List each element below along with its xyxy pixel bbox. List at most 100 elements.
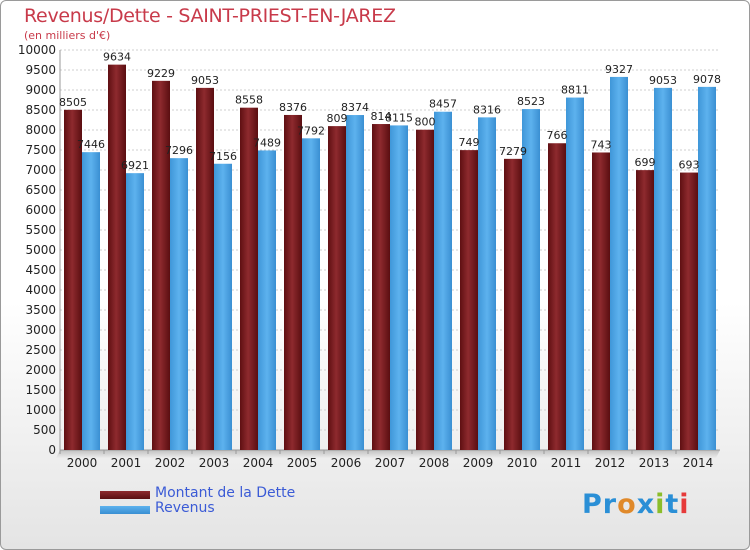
- legend-swatch-revenue: [100, 506, 150, 514]
- y-tick-label: 3000: [25, 323, 56, 337]
- data-label-revenue: 9327: [605, 63, 633, 76]
- bar-debt: [636, 170, 654, 450]
- bar-revenue: [698, 86, 716, 450]
- data-label-debt: 743: [591, 138, 612, 151]
- x-tick-label: 2003: [199, 456, 230, 470]
- data-label-revenue: 7489: [253, 136, 281, 149]
- data-label-revenue: 8115: [385, 111, 413, 124]
- x-tick-label: 2002: [155, 456, 186, 470]
- legend-label-revenue: Revenus: [155, 500, 215, 516]
- bar-revenue: [522, 109, 540, 450]
- y-tick-label: 3500: [25, 303, 56, 317]
- data-label-debt: 699: [635, 156, 656, 169]
- x-tick-label: 2008: [419, 456, 450, 470]
- bar-debt: [64, 109, 82, 451]
- data-label-debt: 7279: [499, 145, 527, 158]
- bar-revenue: [654, 87, 672, 450]
- data-label-debt: 814: [371, 110, 392, 123]
- y-tick-label: 6500: [25, 183, 56, 197]
- bar-debt: [372, 124, 390, 450]
- x-tick-label: 2004: [243, 456, 274, 470]
- data-label-debt: 800: [415, 116, 436, 129]
- logo-letter: x: [636, 489, 656, 520]
- bar-debt: [548, 143, 566, 451]
- data-label-revenue: 7296: [165, 144, 193, 157]
- y-tick-label: 5500: [25, 223, 56, 237]
- bar-revenue: [258, 150, 276, 450]
- x-tick-label: 2011: [551, 456, 582, 470]
- bar-debt: [328, 126, 346, 451]
- data-label-debt: 8558: [235, 94, 263, 107]
- logo-letter: r: [602, 489, 618, 520]
- bar-revenue: [566, 97, 584, 450]
- data-label-debt: 749: [459, 136, 480, 149]
- y-tick-label: 5000: [25, 243, 56, 257]
- x-tick-label: 2010: [507, 456, 538, 470]
- data-label-debt: 766: [547, 129, 568, 142]
- chart-subtitle: (en milliers d'€): [24, 29, 111, 42]
- y-tick-label: 1000: [25, 403, 56, 417]
- data-label-debt: 809: [327, 112, 348, 125]
- bar-revenue: [390, 125, 408, 451]
- data-label-debt: 8505: [59, 96, 87, 109]
- bar-debt: [108, 64, 126, 450]
- bar-revenue: [214, 163, 232, 450]
- x-tick-label: 2014: [683, 456, 714, 470]
- logo-letter: P: [582, 489, 603, 520]
- x-tick-label: 2013: [639, 456, 670, 470]
- y-tick-label: 10000: [18, 43, 56, 57]
- y-tick-label: 7500: [25, 143, 56, 157]
- logo-letter: t: [665, 489, 680, 520]
- data-label-revenue: 7792: [297, 124, 325, 137]
- data-label-debt: 9053: [191, 74, 219, 87]
- legend-swatch-debt: [100, 491, 150, 499]
- legend-label-debt: Montant de la Dette: [155, 485, 296, 501]
- data-label-revenue: 8523: [517, 95, 545, 108]
- bar-revenue: [434, 111, 452, 450]
- bar-debt: [284, 114, 302, 451]
- data-label-debt: 9229: [147, 67, 175, 80]
- bar-revenue: [346, 115, 364, 450]
- y-tick-label: 8500: [25, 103, 56, 117]
- x-tick-label: 2000: [67, 456, 98, 470]
- y-tick-label: 500: [33, 423, 56, 437]
- x-tick-label: 2005: [287, 456, 318, 470]
- chart-floor: [56, 450, 720, 458]
- data-label-revenue: 7446: [77, 138, 105, 151]
- bar-debt: [504, 158, 522, 450]
- data-label-revenue: 9078: [693, 73, 721, 86]
- chart-title: Revenus/Dette - SAINT-PRIEST-EN-JAREZ: [24, 5, 396, 27]
- bar-revenue: [126, 173, 144, 450]
- x-tick-label: 2001: [111, 456, 142, 470]
- data-label-revenue: 6921: [121, 159, 149, 172]
- bar-revenue: [82, 152, 100, 450]
- bar-revenue: [302, 138, 320, 450]
- logo-letter: o: [617, 489, 637, 520]
- y-tick-label: 9500: [25, 63, 56, 77]
- data-labels: 8505 7446 9634 6921 9229 7296 9053 7156 8558 7489…: [59, 51, 721, 173]
- proxiti-logo: Proxiti: [582, 489, 690, 520]
- y-tick-label: 2000: [25, 363, 56, 377]
- y-tick-label: 6000: [25, 203, 56, 217]
- data-label-revenue: 8374: [341, 101, 369, 114]
- bar-debt: [592, 152, 610, 451]
- bar-revenue: [170, 158, 188, 450]
- y-tick-label: 4500: [25, 263, 56, 277]
- bar-revenue: [478, 117, 496, 451]
- bar-debt: [152, 80, 170, 450]
- logo-letter: i: [679, 489, 690, 520]
- y-tick-label: 2500: [25, 343, 56, 357]
- y-tick-label: 9000: [25, 83, 56, 97]
- y-tick-label: 1500: [25, 383, 56, 397]
- data-label-debt: 693: [679, 159, 700, 172]
- x-tick-label: 2012: [595, 456, 626, 470]
- x-tick-label: 2007: [375, 456, 406, 470]
- data-label-revenue: 8316: [473, 103, 501, 116]
- y-tick-label: 0: [48, 443, 56, 457]
- bars: [64, 64, 716, 451]
- data-label-debt: 8376: [279, 101, 307, 114]
- data-label-revenue: 9053: [649, 74, 677, 87]
- data-label-revenue: 8457: [429, 98, 457, 111]
- bar-revenue: [610, 76, 628, 451]
